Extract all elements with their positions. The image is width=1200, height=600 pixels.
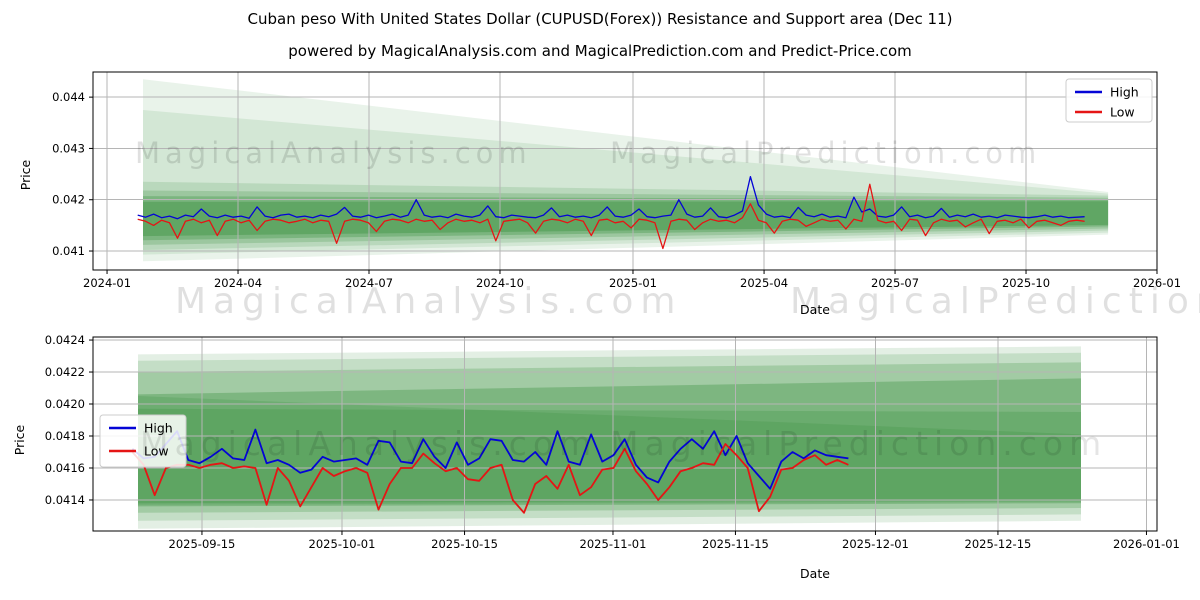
legend-label-low: Low <box>1110 105 1135 120</box>
x-tick-label: 2024-04 <box>214 276 262 290</box>
x-tick-label: 2024-07 <box>345 276 393 290</box>
x-tick-label: 2025-09-15 <box>169 537 236 551</box>
x-tick-label: 2025-04 <box>740 276 788 290</box>
y-tick-label: 0.0418 <box>45 429 85 443</box>
x-axis-label: Date <box>800 566 830 581</box>
x-tick-label: 2025-12-01 <box>842 537 909 551</box>
y-tick-label: 0.044 <box>52 90 85 104</box>
x-tick-label: 2025-10-01 <box>309 537 376 551</box>
y-tick-label: 0.0420 <box>45 397 85 411</box>
y-axis-label: Price <box>12 424 27 455</box>
chart-subtitle: powered by MagicalAnalysis.com and Magic… <box>288 42 912 60</box>
legend-box <box>99 414 187 468</box>
support-resistance-band-0 <box>138 346 1081 529</box>
support-resistance-band-2 <box>138 362 1081 513</box>
chart-title: Cuban peso With United States Dollar (CU… <box>247 10 953 28</box>
y-tick-label: 0.0416 <box>45 461 85 475</box>
y-tick-label: 0.0414 <box>45 493 85 507</box>
x-tick-label: 2026-01 <box>1133 276 1181 290</box>
y-tick-label: 0.043 <box>52 141 85 155</box>
support-resistance-band-3 <box>143 190 1109 245</box>
legend: High Low <box>1065 78 1153 123</box>
chart-overview: 2024-01 2024-04 2024-07 2024-10 2025-01 2025-… <box>18 71 1181 317</box>
y-axis-label: Price <box>18 159 33 190</box>
x-tick-label: 2024-10 <box>476 276 524 290</box>
support-resistance-band-4 <box>138 396 1081 505</box>
legend-label-high: High <box>144 421 173 436</box>
legend-label-high: High <box>1110 85 1139 100</box>
chart-detail: 2025-09-15 2025-10-01 2025-10-15 2025-11-01… <box>12 333 1180 581</box>
y-tick-label: 0.0422 <box>45 365 85 379</box>
high-line <box>137 175 1085 220</box>
support-resistance-band-1 <box>143 110 1109 255</box>
low-line <box>131 443 849 514</box>
x-tick-label: 2025-11-15 <box>702 537 769 551</box>
support-resistance-band-4 <box>143 196 1109 241</box>
plot-border <box>92 336 1158 532</box>
legend-box <box>1065 78 1153 123</box>
x-tick-label: 2025-11-01 <box>580 537 647 551</box>
support-resistance-band-1 <box>138 352 1081 521</box>
y-tick-label: 0.0424 <box>45 333 85 347</box>
legend-label-low: Low <box>144 444 169 459</box>
x-tick-label: 2026-01-01 <box>1113 537 1180 551</box>
x-tick-label: 2025-12-15 <box>965 537 1032 551</box>
plot-border <box>92 71 1158 271</box>
x-tick-label: 2025-01 <box>609 276 657 290</box>
y-tick-label: 0.042 <box>52 193 85 207</box>
x-tick-label: 2025-10 <box>1002 276 1050 290</box>
support-resistance-band-3 <box>138 378 1081 507</box>
x-tick-label: 2025-10-15 <box>431 537 498 551</box>
support-resistance-band-5 <box>138 408 1081 504</box>
legend: High Low <box>99 414 187 468</box>
x-axis-label: Date <box>800 302 830 317</box>
y-tick-label: 0.041 <box>52 244 85 258</box>
x-tick-label: 2025-07 <box>871 276 919 290</box>
low-line <box>137 183 1085 250</box>
x-tick-label: 2024-01 <box>83 276 131 290</box>
